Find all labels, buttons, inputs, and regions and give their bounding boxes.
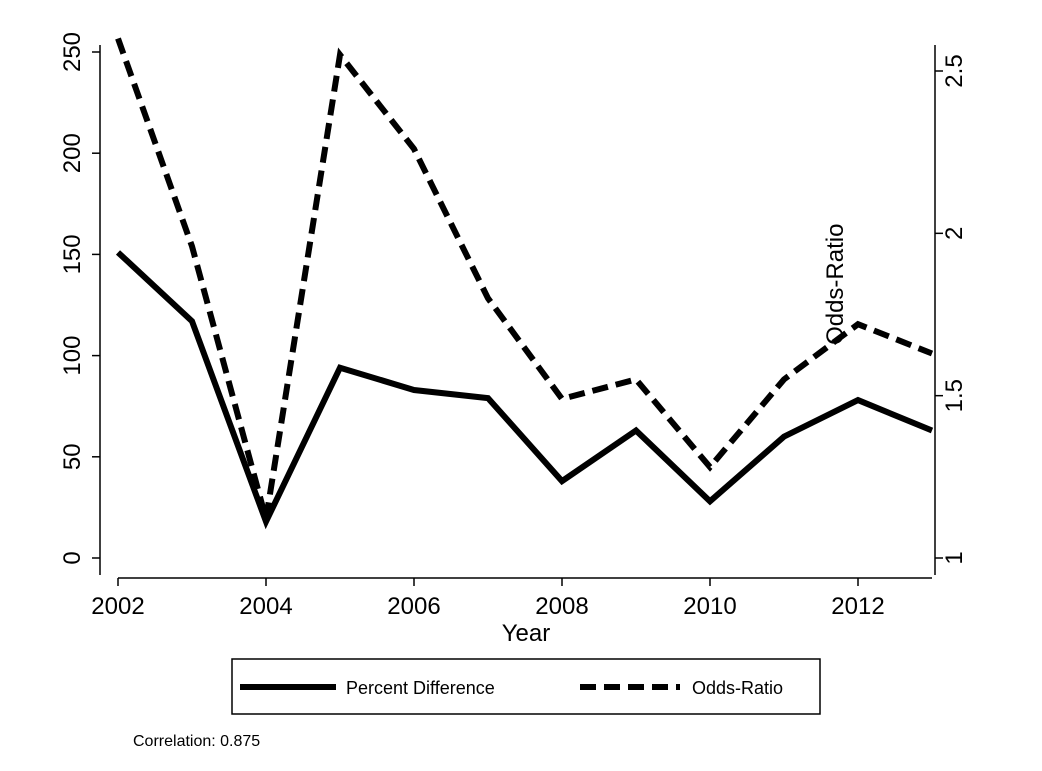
correlation-note: Correlation: 0.875 [133, 733, 260, 750]
x-tick-label: 2012 [831, 593, 884, 620]
left-y-tick-label: 250 [59, 32, 86, 72]
legend-box [231, 658, 821, 715]
x-tick-label: 2006 [387, 593, 440, 620]
left-y-tick-label: 150 [59, 234, 86, 274]
series-annotation-label: Odds-Ratio [822, 224, 849, 345]
left-y-tick-label: 0 [59, 551, 86, 564]
x-tick-label: 2002 [91, 593, 144, 620]
plot-area: Odds-Ratio [115, 37, 934, 530]
series-line-odds-ratio [115, 37, 934, 520]
right-y-tick-label: 1.5 [941, 379, 968, 412]
legend-label: Percent Difference [346, 678, 495, 698]
legend-label: Odds-Ratio [692, 678, 783, 698]
x-tick-label: 2008 [535, 593, 588, 620]
left-y-tick-label: 50 [59, 443, 86, 470]
legend: Percent Difference Odds-Ratio [231, 658, 821, 715]
axes: 0 50 100 150 200 250 1 1.5 2 2.5 2002 2004 2006 2008 2… [59, 32, 968, 647]
x-tick-label: 2010 [683, 593, 736, 620]
left-y-tick-label: 100 [59, 336, 86, 376]
x-tick-label: 2004 [239, 593, 292, 620]
series-line-percent-difference [115, 250, 934, 530]
x-axis-title: Year [502, 620, 551, 647]
right-y-tick-label: 1 [941, 551, 968, 564]
right-y-tick-label: 2.5 [941, 54, 968, 87]
left-y-tick-label: 200 [59, 133, 86, 173]
right-y-tick-label: 2 [941, 227, 968, 240]
